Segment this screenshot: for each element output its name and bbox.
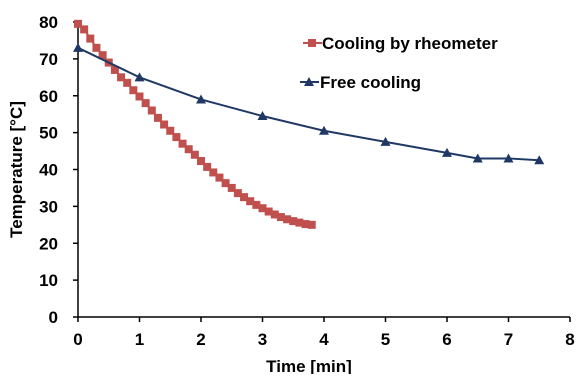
data-point-square: [184, 145, 193, 154]
data-point-square: [110, 65, 119, 74]
series-line: [77, 46, 540, 162]
y-tick-label: 70: [39, 50, 58, 69]
data-point-triangle: [257, 111, 268, 121]
data-point-square: [276, 213, 285, 222]
x-tick-label: 2: [196, 330, 205, 349]
series-layer: [73, 19, 545, 229]
y-tick-label: 0: [49, 308, 58, 327]
y-tick-label: 80: [39, 13, 58, 32]
data-point-square: [203, 162, 212, 171]
data-point-triangle: [380, 136, 391, 146]
y-ticks: 0 10 20 30 40 50 60 70 80: [39, 13, 78, 327]
data-point-square: [80, 25, 89, 34]
series-1: [73, 42, 545, 165]
x-tick-label: 6: [442, 330, 451, 349]
data-point-square: [178, 139, 187, 148]
x-tick-label: 0: [73, 330, 82, 349]
data-point-triangle: [472, 153, 483, 163]
x-tick-label: 5: [381, 330, 390, 349]
y-axis-label: Temperature [°C]: [7, 101, 26, 238]
data-point-triangle: [319, 125, 329, 135]
data-point-square: [86, 34, 95, 43]
data-point-square: [227, 183, 236, 192]
data-point-square: [283, 215, 292, 224]
data-point-square: [252, 200, 261, 209]
data-point-square: [92, 43, 101, 52]
data-point-square: [74, 19, 82, 28]
x-tick-label: 4: [319, 330, 329, 349]
y-tick-label: 40: [39, 161, 58, 180]
x-tick-label: 7: [504, 330, 513, 349]
data-point-square: [301, 220, 310, 229]
data-point-square: [129, 86, 138, 95]
data-point-square: [240, 193, 249, 202]
series-0: [74, 19, 316, 229]
x-tick-label: 8: [565, 330, 574, 349]
data-point-square: [295, 218, 304, 227]
data-point-square: [166, 126, 175, 135]
data-point-square: [172, 133, 181, 142]
data-point-triangle: [196, 94, 206, 104]
data-point-square: [258, 204, 267, 213]
axes: 0 1 2 3 4 5 6 7 8 0 10 20 30 40 50 60 70 80: [39, 13, 575, 349]
data-point-triangle: [134, 72, 145, 82]
data-point-triangle: [73, 42, 83, 52]
legend-label: Free cooling: [320, 73, 421, 92]
legend-triangle-marker: [304, 77, 314, 86]
y-tick-label: 10: [39, 271, 58, 290]
legend-label: Cooling by rheometer: [322, 34, 498, 53]
series-line: [77, 23, 312, 226]
data-point-square: [190, 150, 199, 159]
data-point-triangle: [503, 153, 514, 163]
data-point-square: [215, 173, 224, 182]
data-point-square: [98, 51, 107, 60]
data-point-square: [307, 220, 316, 229]
data-point-triangle: [534, 155, 545, 165]
y-tick-label: 60: [39, 87, 58, 106]
data-point-square: [123, 78, 132, 87]
x-tick-label: 3: [258, 330, 267, 349]
data-point-square: [233, 189, 242, 198]
y-tick-label: 30: [39, 197, 58, 216]
data-point-triangle: [442, 147, 452, 157]
data-point-square: [141, 99, 150, 108]
legend: Cooling by rheometer Free cooling: [300, 34, 498, 92]
data-point-square: [135, 92, 144, 101]
x-tick-label: 1: [135, 330, 144, 349]
x-axis-label: Time [min]: [266, 357, 352, 374]
y-tick-label: 50: [39, 124, 58, 143]
legend-square-marker: [308, 39, 316, 47]
data-point-square: [264, 207, 273, 216]
y-tick-label: 20: [39, 234, 58, 253]
data-point-square: [197, 157, 205, 166]
data-point-square: [270, 210, 279, 219]
data-point-square: [209, 168, 218, 177]
data-point-square: [221, 179, 230, 188]
data-point-square: [160, 120, 169, 129]
data-point-square: [117, 73, 126, 82]
data-point-square: [153, 113, 162, 122]
x-ticks: 0 1 2 3 4 5 6 7 8: [73, 317, 575, 349]
data-point-square: [246, 197, 255, 206]
legend-item-free-cooling: Free cooling: [300, 73, 421, 92]
legend-item-cooling-by-rheometer: Cooling by rheometer: [303, 34, 498, 53]
data-point-square: [147, 106, 156, 115]
data-point-square: [289, 217, 298, 226]
